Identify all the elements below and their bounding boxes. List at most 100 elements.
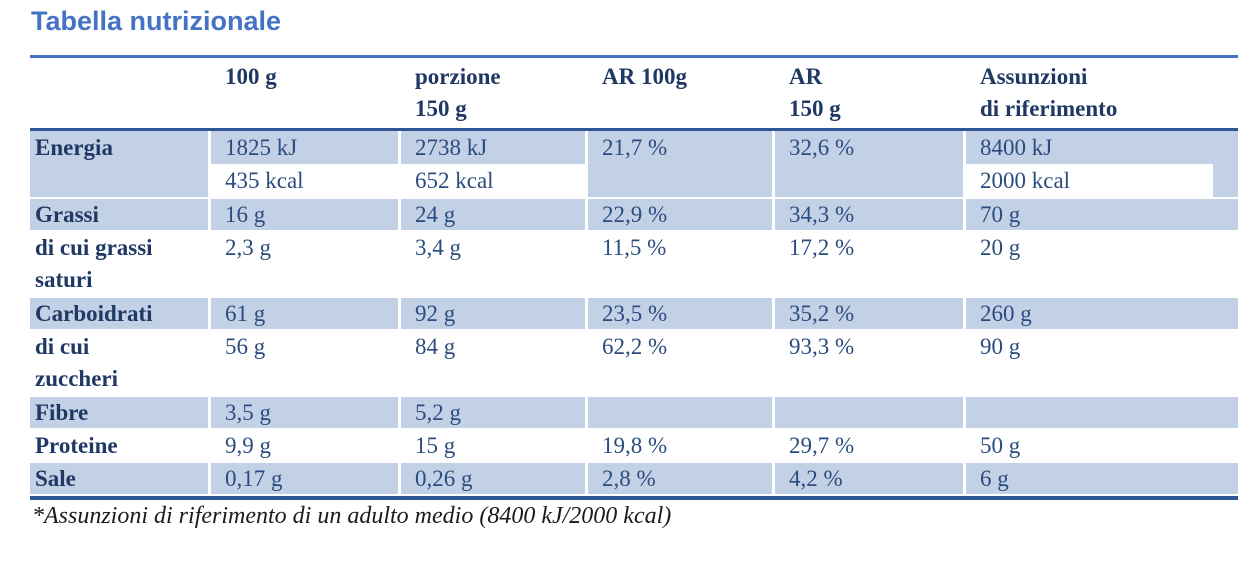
row-label-carboidrati: Carboidrati [30, 298, 208, 329]
cell-grassi-col5: 70 g [963, 199, 1238, 230]
cell-value: 56 g [225, 334, 266, 359]
column-header-text: porzione [415, 64, 501, 89]
cell-value: 2,3 g [225, 235, 271, 260]
cell-value: 5,2 g [415, 400, 461, 425]
column-header-assunzioni: Assunzioni di riferimento [963, 61, 1238, 128]
cell-fibre-col4 [772, 397, 963, 428]
cell-energia-col1: 1825 kJ 435 kcal [208, 131, 398, 197]
column-header-100g: 100 g [208, 61, 398, 128]
cell-value [966, 397, 1238, 428]
table-header-row: 100 g porzione 150 g AR 100g AR 150 g As… [30, 58, 1238, 128]
cell-value: 0,17 g [225, 466, 283, 491]
column-header-text: 150 g [789, 96, 841, 121]
cell-value: 19,8 % [602, 433, 668, 458]
cell-value: 9,9 g [225, 433, 271, 458]
cell-value: 32,6 % [789, 135, 855, 160]
row-label-grassi: Grassi [30, 199, 208, 230]
row-label-text: Grassi [35, 202, 99, 227]
cell-value: 24 g [415, 202, 456, 227]
row-label-text: Proteine [35, 433, 118, 458]
table-row-grassi: Grassi 16 g 24 g 22,9 % 34,3 % 70 g [30, 199, 1238, 230]
cell-grassi-saturi-col3: 11,5 % [585, 232, 772, 296]
table-body: Energia 1825 kJ 435 kcal 2738 kJ 652 kcal 21,… [30, 131, 1238, 500]
cell-value: 50 g [980, 433, 1021, 458]
header-divider-rule [30, 128, 1238, 131]
cell-energia-col2: 2738 kJ 652 kcal [398, 131, 585, 197]
cell-value: 1825 kJ [225, 135, 298, 160]
column-header-text [30, 93, 208, 125]
cell-value: 2000 kcal [966, 164, 1238, 197]
cell-value: 2738 kJ [415, 135, 488, 160]
cell-value: 93,3 % [789, 334, 855, 359]
table-row-zuccheri: di cui zuccheri 56 g 84 g 62,2 % 93,3 % 90 g [30, 331, 1238, 395]
cell-grassi-saturi-col4: 17,2 % [772, 232, 963, 296]
column-header-text: 150 g [415, 96, 467, 121]
table-row-proteine: Proteine 9,9 g 15 g 19,8 % 29,7 % 50 g [30, 430, 1238, 461]
cell-energia-col5: 8400 kJ 2000 kcal [963, 131, 1238, 197]
row-label-energia: Energia [30, 131, 208, 197]
row-label-text: di cui [35, 334, 90, 359]
column-header-text [30, 61, 208, 93]
row-label-spacer [30, 164, 208, 197]
cell-sale-col1: 0,17 g [208, 463, 398, 494]
cell-carboidrati-col2: 92 g [398, 298, 585, 329]
cell-proteine-col3: 19,8 % [585, 430, 772, 461]
cell-zuccheri-col1: 56 g [208, 331, 398, 395]
column-header-text: Assunzioni [980, 64, 1088, 89]
cell-value [588, 397, 772, 428]
cell-proteine-col2: 15 g [398, 430, 585, 461]
page-title: Tabella nutrizionale [31, 6, 282, 36]
column-header-text: 100 g [225, 64, 277, 89]
cell-zuccheri-col3: 62,2 % [585, 331, 772, 395]
cell-fibre-col5 [963, 397, 1238, 428]
row-label-text: di cui grassi [35, 235, 153, 260]
cell-value: 84 g [415, 334, 456, 359]
cell-zuccheri-col5: 90 g [963, 331, 1238, 395]
cell-value [775, 397, 963, 428]
row-label-text: Fibre [35, 400, 89, 425]
cell-grassi-col2: 24 g [398, 199, 585, 230]
cell-value [588, 164, 772, 197]
cell-sale-col4: 4,2 % [772, 463, 963, 494]
cell-zuccheri-col2: 84 g [398, 331, 585, 395]
table-row-fibre: Fibre 3,5 g 5,2 g [30, 397, 1238, 428]
row-label-text: saturi [35, 267, 93, 292]
cell-value: 29,7 % [789, 433, 855, 458]
column-header-text [588, 93, 772, 125]
cell-grassi-saturi-col2: 3,4 g [398, 232, 585, 296]
cell-grassi-col4: 34,3 % [772, 199, 963, 230]
cell-fibre-col1: 3,5 g [208, 397, 398, 428]
column-header-text: AR [789, 64, 823, 89]
cell-carboidrati-col1: 61 g [208, 298, 398, 329]
column-header-porzione-150g: porzione 150 g [398, 61, 585, 128]
cell-value: 17,2 % [789, 235, 855, 260]
cell-value: 435 kcal [211, 164, 398, 197]
row-label-sale: Sale [30, 463, 208, 494]
cell-fibre-col2: 5,2 g [398, 397, 585, 428]
table-row-sale: Sale 0,17 g 0,26 g 2,8 % 4,2 % 6 g [30, 463, 1238, 494]
cell-grassi-col3: 22,9 % [585, 199, 772, 230]
cell-value [775, 164, 963, 197]
cell-value: 0,26 g [415, 466, 473, 491]
cell-value: 90 g [980, 334, 1021, 359]
row-label-text: zuccheri [35, 366, 119, 391]
row-label-zuccheri: di cui zuccheri [30, 331, 208, 395]
column-header-ar-100g: AR 100g [585, 61, 772, 128]
cell-value: 6 g [980, 466, 1009, 491]
cell-value: 92 g [415, 301, 456, 326]
cell-zuccheri-col4: 93,3 % [772, 331, 963, 395]
column-header-text: AR 100g [602, 64, 687, 89]
cell-value: 4,2 % [789, 466, 843, 491]
cell-proteine-col4: 29,7 % [772, 430, 963, 461]
cell-proteine-col5: 50 g [963, 430, 1238, 461]
cell-grassi-saturi-col5: 20 g [963, 232, 1238, 296]
nutrition-table: 100 g porzione 150 g AR 100g AR 150 g As… [30, 55, 1238, 500]
cell-value: 34,3 % [789, 202, 855, 227]
table-row-grassi-saturi: di cui grassi saturi 2,3 g 3,4 g 11,5 % 17,2 … [30, 232, 1238, 296]
cell-carboidrati-col5: 260 g [963, 298, 1238, 329]
column-header-text [211, 93, 398, 125]
cell-value: 11,5 % [602, 235, 667, 260]
cell-value: 652 kcal [401, 164, 585, 197]
cell-value: 3,5 g [225, 400, 271, 425]
cell-sale-col5: 6 g [963, 463, 1238, 494]
